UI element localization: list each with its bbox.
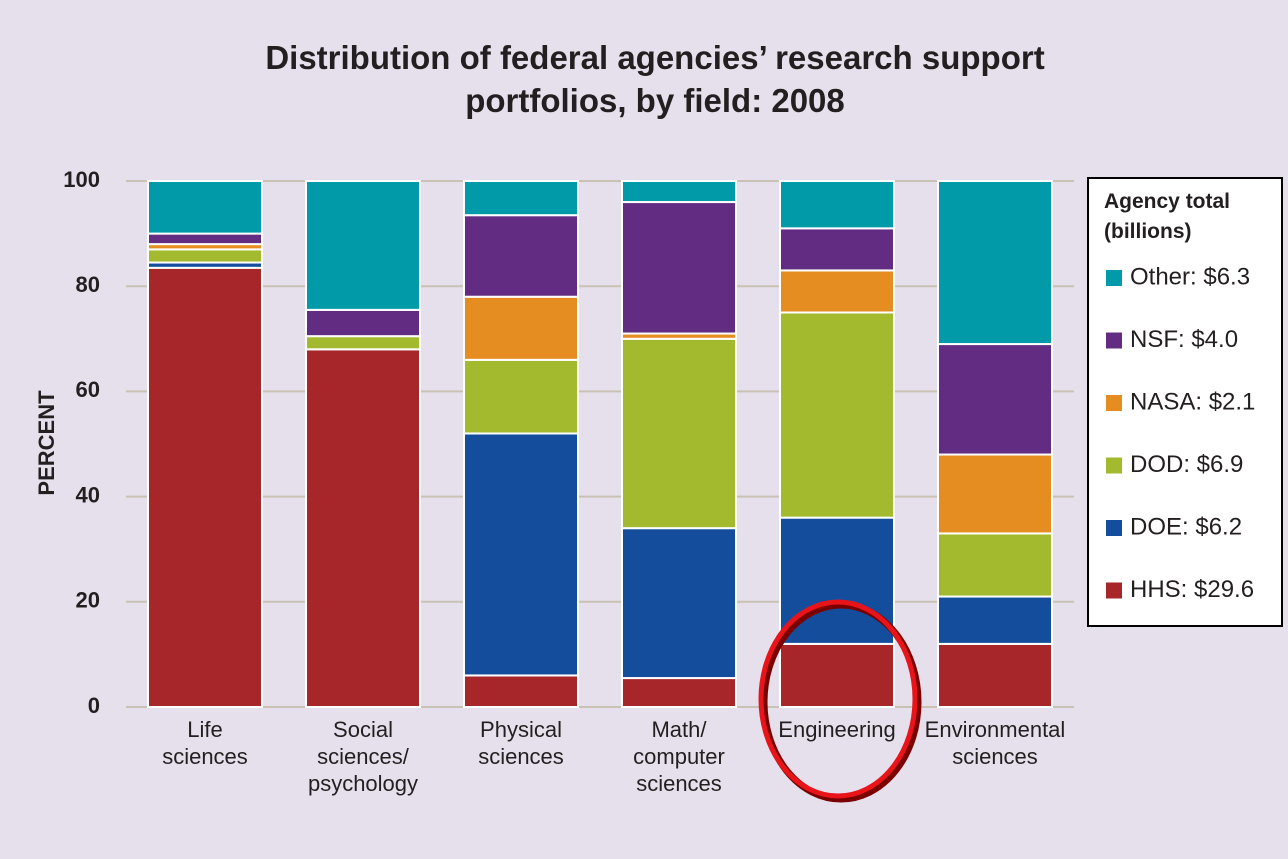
annotation-circle	[758, 599, 918, 799]
bar-segment	[463, 358, 579, 435]
chart-title: Distribution of federal agencies’ resear…	[265, 39, 1044, 119]
bar-segment	[305, 180, 421, 311]
bar-segment	[463, 214, 579, 298]
bar-segment	[463, 295, 579, 361]
bar-segment	[621, 677, 737, 709]
legend-label: Other: $6.3	[1130, 263, 1250, 290]
y-tick-label: 0	[88, 693, 100, 718]
legend-title: Agency total (billions)	[1104, 190, 1230, 243]
bar-segment	[937, 343, 1053, 456]
bar-segment	[937, 595, 1053, 645]
y-tick-label: 80	[76, 272, 100, 297]
bar-segment	[937, 180, 1053, 346]
legend-label: DOE: $6.2	[1130, 513, 1242, 540]
y-tick-label: 100	[63, 167, 100, 192]
bar-segment	[779, 180, 895, 230]
annotation-circle-shadow	[760, 601, 922, 803]
y-tick-label: 40	[76, 482, 100, 507]
bar-segment	[621, 201, 737, 335]
x-tick-label: Engineering	[778, 717, 895, 742]
bar-segment	[621, 180, 737, 204]
legend-swatch	[1106, 457, 1122, 474]
bar-segment	[937, 642, 1053, 709]
legend-label: NASA: $2.1	[1130, 388, 1255, 415]
bar-segment	[463, 432, 579, 677]
bar-segment	[937, 453, 1053, 535]
bars	[147, 180, 1053, 709]
bar-segment	[779, 642, 895, 709]
bar-segment	[621, 527, 737, 680]
bar-segment	[779, 227, 895, 272]
y-axis-label: PERCENT	[34, 390, 59, 496]
bar-segment	[621, 337, 737, 530]
bar-segment	[147, 232, 263, 246]
y-tick-label: 60	[76, 377, 100, 402]
bar-segment	[463, 180, 579, 217]
y-tick-label: 20	[76, 588, 100, 613]
bar-segment	[305, 348, 421, 708]
bar-segment	[305, 335, 421, 351]
x-tick-label: Math/computer sciences	[633, 717, 725, 796]
legend-label: HHS: $29.6	[1130, 576, 1254, 603]
x-tick-label: Physical sciences	[478, 717, 564, 769]
legend-swatch	[1106, 520, 1122, 536]
bar-segment	[147, 266, 263, 708]
bar-segment	[779, 311, 895, 519]
legend-label: DOD: $6.9	[1130, 451, 1243, 478]
bar-segment	[305, 308, 421, 338]
legend-label: NSF: $4.0	[1130, 326, 1238, 353]
bar-segment	[463, 674, 579, 709]
legend-swatch	[1106, 582, 1122, 599]
x-tick-label: Social sciences/psychology	[308, 717, 418, 796]
x-tick-label: Life sciences	[162, 717, 248, 769]
x-tick-label: Environmental sciences	[925, 717, 1066, 769]
bar-segment	[937, 532, 1053, 598]
legend: Other: $6.3 NSF: $4.0 NASA: $2.1 DOD: $6.9 D…	[1106, 263, 1255, 603]
bar-segment	[147, 180, 263, 235]
legend-swatch	[1106, 270, 1122, 286]
legend-swatch	[1106, 332, 1122, 349]
bar-segment	[779, 269, 895, 314]
legend-swatch	[1106, 395, 1122, 411]
bar-segment	[147, 248, 263, 264]
